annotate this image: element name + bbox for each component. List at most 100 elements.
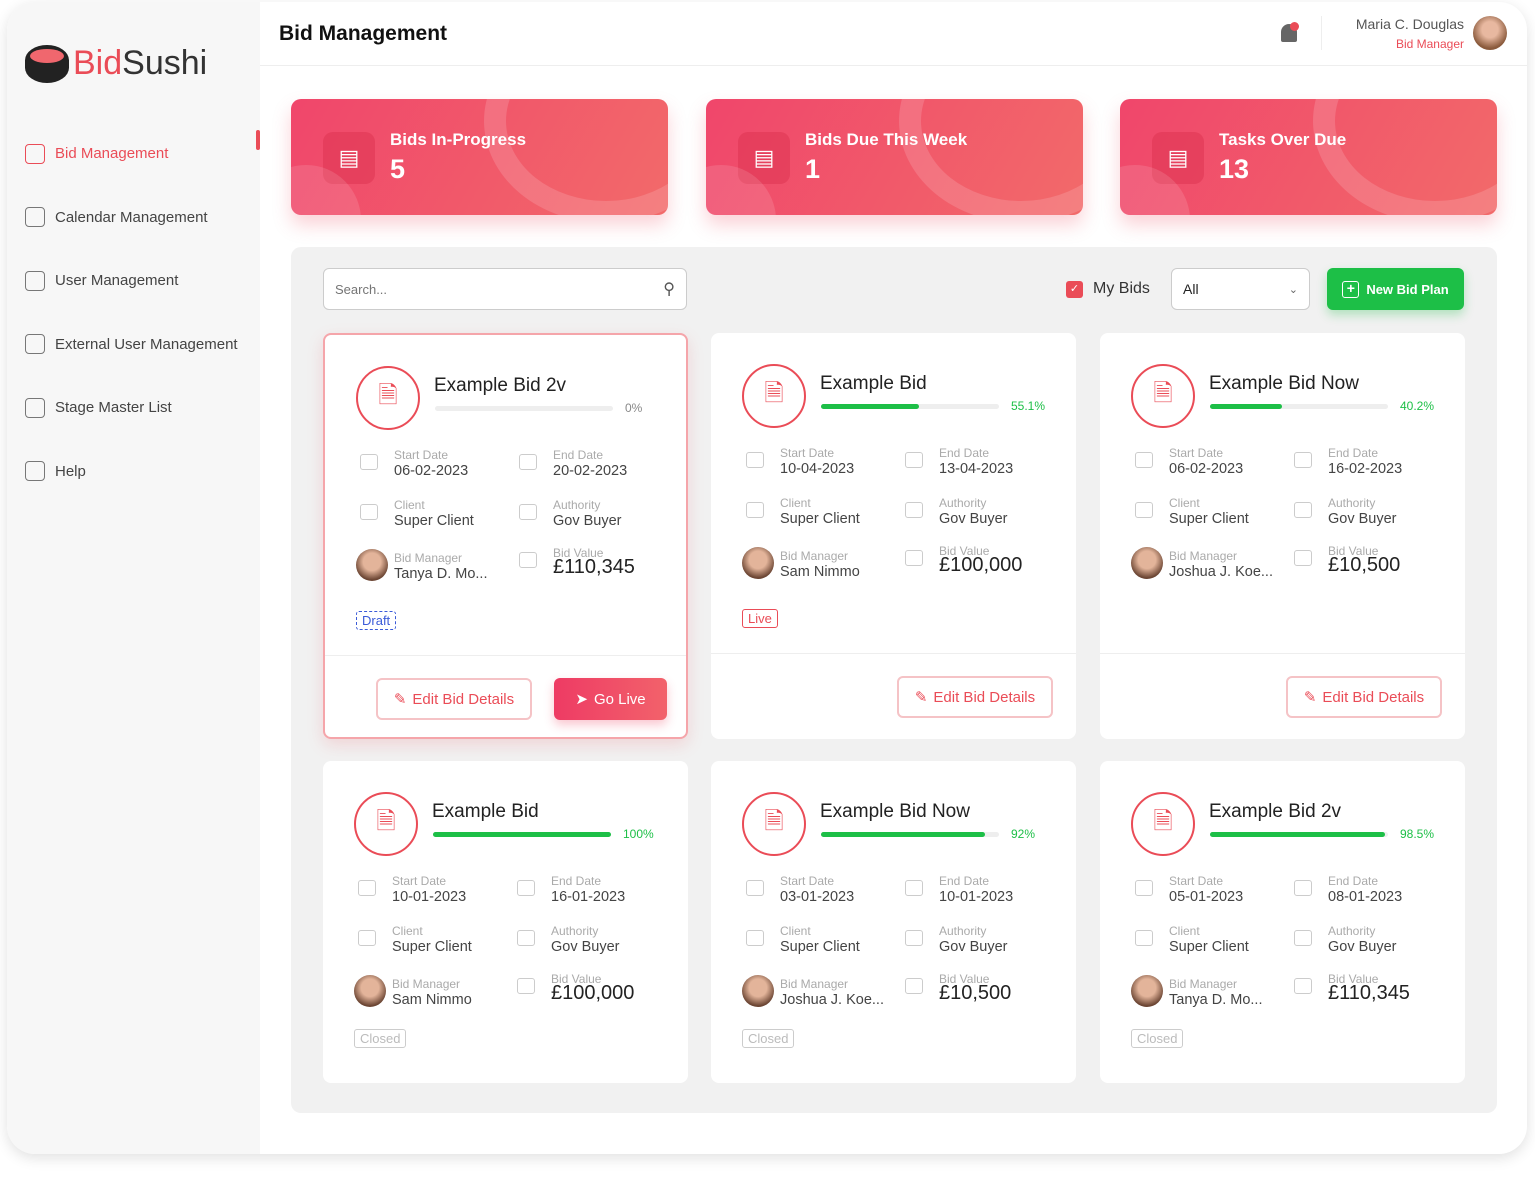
bid-title[interactable]: Example Bid Now xyxy=(1209,373,1359,394)
field-value: Gov Buyer xyxy=(551,939,620,955)
sidebar-item-help[interactable]: Help xyxy=(25,440,260,504)
sidebar-item-calendar-management[interactable]: Calendar Management xyxy=(25,186,260,250)
field-label: Start Date xyxy=(1169,874,1224,888)
field-value: 03-01-2023 xyxy=(780,889,855,905)
status-filter-select[interactable]: All ⌄ xyxy=(1171,268,1310,310)
card-divider xyxy=(325,655,686,656)
field-label: Bid Manager xyxy=(392,977,461,991)
calendar-icon xyxy=(1135,880,1153,896)
go-live-button[interactable]: ➤ Go Live xyxy=(554,678,667,720)
app-window: Bid Sushi Bid Management Calendar Manageme… xyxy=(7,2,1527,1154)
sidebar-item-label: Stage Master List xyxy=(55,399,172,417)
search-input[interactable] xyxy=(335,281,635,297)
calendar-icon xyxy=(1294,452,1312,468)
bid-title[interactable]: Example Bid 2v xyxy=(434,375,567,396)
bid-document-icon: 🗎 xyxy=(354,792,418,856)
stat-label: Bids In-Progress xyxy=(390,130,527,149)
field-value: Super Client xyxy=(1169,939,1249,955)
coins-icon xyxy=(905,550,923,566)
field-value: 20-02-2023 xyxy=(553,463,628,479)
progress-fill xyxy=(821,404,920,409)
field-label: Start Date xyxy=(392,874,447,888)
coins-icon xyxy=(905,978,923,994)
progress-bar xyxy=(821,404,999,409)
stat-card[interactable]: ▤ Bids Due This Week 1 xyxy=(706,99,1083,215)
progress-bar xyxy=(821,832,999,837)
progress-fill xyxy=(1210,404,1282,409)
status-badge: Live xyxy=(742,609,778,628)
authority-icon xyxy=(1294,502,1312,518)
brand-name-sushi: Sushi xyxy=(122,44,208,82)
stat-label: Tasks Over Due xyxy=(1219,130,1347,149)
bid-title[interactable]: Example Bid xyxy=(432,801,539,822)
edit-bid-details-button[interactable]: ✎ Edit Bid Details xyxy=(376,678,532,720)
user-avatar[interactable] xyxy=(1473,16,1507,50)
manager-avatar xyxy=(354,975,386,1007)
pencil-icon: ✎ xyxy=(914,689,928,706)
field-value: Super Client xyxy=(392,939,472,955)
bid-card[interactable]: 🗎 Example Bid 100% Start Date 10-01-2023 … xyxy=(323,761,688,1083)
edit-bid-details-button[interactable]: ✎ Edit Bid Details xyxy=(897,676,1053,718)
sidebar-nav: Bid Management Calendar Management User Ma… xyxy=(25,122,260,503)
search-box[interactable]: ⚲ xyxy=(323,268,687,310)
user-name[interactable]: Maria C. Douglas xyxy=(1355,16,1464,32)
bid-document-icon: 🗎 xyxy=(356,366,420,430)
bid-card[interactable]: 🗎 Example Bid Now 40.2% Start Date 06-02-… xyxy=(1100,333,1465,739)
bid-title[interactable]: Example Bid xyxy=(820,373,927,394)
field-value: Super Client xyxy=(780,511,860,527)
field-label: Bid Value xyxy=(551,972,602,986)
authority-icon xyxy=(905,502,923,518)
progress-label: 92% xyxy=(1011,827,1036,841)
field-value: Joshua J. Koe... xyxy=(780,992,884,1008)
field-label: Start Date xyxy=(394,448,449,462)
field-label: End Date xyxy=(553,448,604,462)
bid-card[interactable]: 🗎 Example Bid 2v 0% Start Date 06-02-2023… xyxy=(323,333,688,739)
edit-label: Edit Bid Details xyxy=(1322,688,1425,706)
bid-document-icon: 🗎 xyxy=(742,364,806,428)
stat-card[interactable]: ▤ Tasks Over Due 13 xyxy=(1120,99,1497,215)
field-value: Sam Nimmo xyxy=(392,992,472,1008)
sidebar-item-user-management[interactable]: User Management xyxy=(25,249,260,313)
bid-card[interactable]: 🗎 Example Bid 55.1% Start Date 10-04-2023… xyxy=(711,333,1076,739)
my-bids-checkbox[interactable]: ✓ xyxy=(1066,280,1083,298)
field-label: End Date xyxy=(939,446,990,460)
field-label: Client xyxy=(1169,924,1200,938)
client-group-icon xyxy=(360,504,378,520)
bid-card[interactable]: 🗎 Example Bid 2v 98.5% Start Date 05-01-2… xyxy=(1100,761,1465,1083)
sidebar-item-stage-master-list[interactable]: Stage Master List xyxy=(25,376,260,440)
field-label: Authority xyxy=(939,924,987,938)
new-bid-plan-button[interactable]: + New Bid Plan xyxy=(1327,268,1464,310)
authority-icon xyxy=(1294,930,1312,946)
field-label: Bid Manager xyxy=(780,549,849,563)
sidebar-item-external-user-management[interactable]: External User Management xyxy=(25,313,260,377)
coins-icon xyxy=(1294,978,1312,994)
bid-card[interactable]: 🗎 Example Bid Now 92% Start Date 03-01-20… xyxy=(711,761,1076,1083)
field-label: Client xyxy=(392,924,423,938)
field-value: 10-01-2023 xyxy=(392,889,467,905)
my-bids-toggle[interactable]: ✓ My Bids xyxy=(1066,280,1150,298)
calendar-icon xyxy=(746,880,764,896)
field-label: Authority xyxy=(553,498,601,512)
field-value: 10-01-2023 xyxy=(939,889,1014,905)
field-value: Super Client xyxy=(1169,511,1249,527)
progress-label: 100% xyxy=(623,827,654,841)
field-value: £100,000 xyxy=(939,554,1023,576)
field-value: Gov Buyer xyxy=(1328,939,1397,955)
status-filter-value: All xyxy=(1183,281,1199,297)
tasks-list-icon: ▤ xyxy=(1152,132,1204,184)
search-icon[interactable]: ⚲ xyxy=(663,281,675,298)
brand-logo[interactable]: Bid Sushi xyxy=(25,44,207,83)
bid-title[interactable]: Example Bid 2v xyxy=(1209,801,1342,822)
calendar-icon xyxy=(25,207,45,228)
field-label: Start Date xyxy=(780,446,835,460)
plus-icon: + xyxy=(1342,280,1360,298)
sidebar-item-bid-management[interactable]: Bid Management xyxy=(25,122,260,186)
user-gear-icon xyxy=(25,270,45,291)
bid-title[interactable]: Example Bid Now xyxy=(820,801,970,822)
bid-document-icon: 🗎 xyxy=(742,792,806,856)
card-divider xyxy=(1100,653,1465,654)
rocket-icon: ➤ xyxy=(575,691,588,708)
stat-card[interactable]: ▤ Bids In-Progress 5 xyxy=(291,99,668,215)
field-value: Gov Buyer xyxy=(553,513,622,529)
edit-bid-details-button[interactable]: ✎ Edit Bid Details xyxy=(1286,676,1442,718)
